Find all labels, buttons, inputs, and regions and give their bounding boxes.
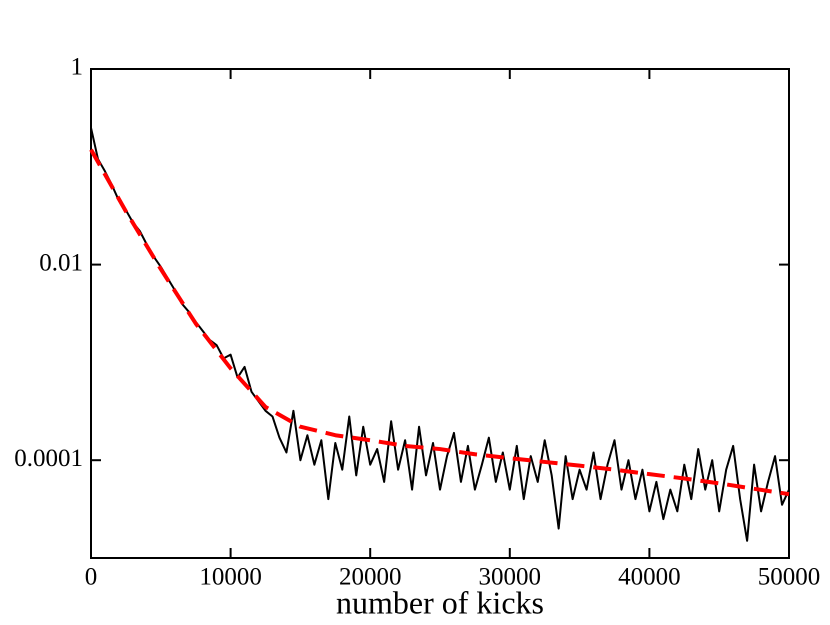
y-tick-label: 0.01 bbox=[39, 249, 83, 276]
series-line bbox=[89, 148, 790, 497]
y-tick-label: 0.0001 bbox=[14, 445, 83, 472]
y-tick-label: 1 bbox=[71, 54, 84, 81]
x-tick-label: 30000 bbox=[479, 564, 542, 591]
x-tick-label: 50000 bbox=[758, 564, 821, 591]
x-tick-label: 10000 bbox=[199, 564, 262, 591]
x-tick-label: 40000 bbox=[618, 564, 681, 591]
x-tick-label: 0 bbox=[85, 564, 98, 591]
x-tick-label: 20000 bbox=[339, 564, 402, 591]
plot-frame bbox=[90, 68, 790, 559]
x-axis-label: number of kicks bbox=[336, 584, 544, 620]
